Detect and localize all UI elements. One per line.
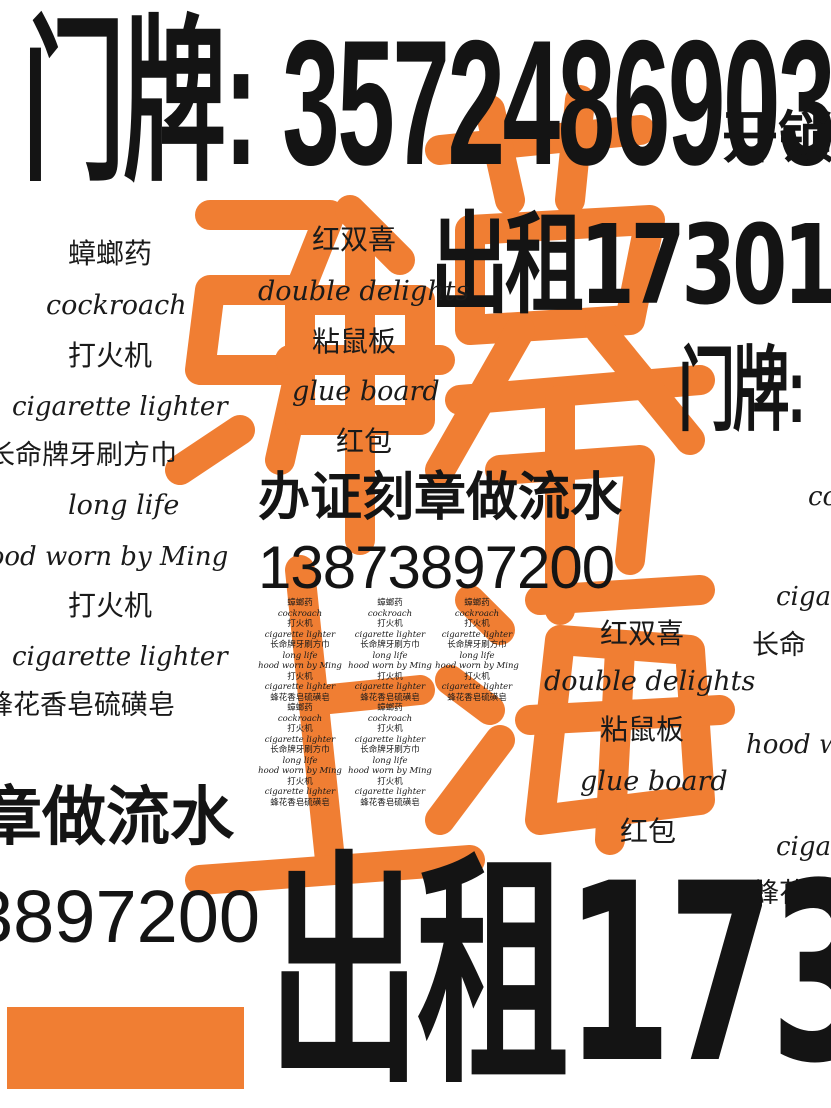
menpai-top-headline: 门牌: 3572486903 bbox=[22, 3, 831, 202]
list-left-item: 打火机 bbox=[68, 589, 153, 622]
list-right-item: 红双喜 bbox=[600, 617, 685, 650]
mini-list-column: 蟑螂药 cockroach 打火机 cigarette lighter 长命牌牙刷方巾… bbox=[258, 598, 342, 808]
list-left-item: cigarette lighter bbox=[12, 392, 228, 422]
orange-bar bbox=[7, 1007, 244, 1089]
list-middle-item: 红包 bbox=[336, 425, 393, 458]
list-right-item: 粘鼠板 bbox=[600, 713, 685, 746]
phone-bottom-headline: 3897200 bbox=[0, 875, 261, 958]
list-far-right-item: 长命 bbox=[752, 630, 806, 661]
list-left-item: cigarette lighter bbox=[12, 642, 228, 672]
banzheng-bottom-headline: 章做流水 bbox=[0, 780, 234, 855]
list-left-item: long life bbox=[68, 490, 180, 521]
mini-list-column: 蟑螂药 cockroach 打火机 cigarette lighter 长命牌牙刷方巾… bbox=[435, 598, 519, 703]
list-left-item: 蜂花香皂硫磺皂 bbox=[0, 690, 175, 721]
list-far-right-item: ciga bbox=[776, 832, 831, 862]
chuzu-top-headline: 出租1730115 bbox=[430, 201, 831, 329]
list-right-item: double delights bbox=[544, 666, 756, 697]
list-far-right-item: 蜂花 bbox=[752, 878, 806, 909]
banzheng-headline: 办证刻章做流水 bbox=[258, 467, 623, 528]
list-middle-item: glue board bbox=[292, 376, 440, 407]
list-far-right-item: co bbox=[808, 482, 831, 512]
list-middle-item: 粘鼠板 bbox=[312, 325, 397, 358]
list-right-item: glue board bbox=[580, 766, 728, 797]
chuzu-bottom-headline: 出租1730 bbox=[268, 832, 831, 1108]
mini-list-column: 蟑螂药 cockroach 打火机 cigarette lighter 长命牌牙刷方巾… bbox=[348, 598, 432, 808]
list-right-item: 红包 bbox=[620, 815, 677, 848]
list-far-right-item: hood w bbox=[746, 730, 831, 760]
list-left-item: cockroach bbox=[46, 290, 187, 321]
list-left-item: 打火机 bbox=[68, 339, 153, 372]
list-middle-item: 红双喜 bbox=[312, 223, 397, 256]
list-left-item: 长命牌牙刷方巾 bbox=[0, 440, 177, 471]
menpai-right-headline: 门牌: bbox=[678, 340, 806, 442]
list-left-item: hood worn by Ming bbox=[0, 542, 229, 572]
list-left-item: 蟑螂药 bbox=[68, 237, 153, 270]
kaisuo-text: 开锁 bbox=[722, 105, 831, 171]
phone-headline: 13873897200 bbox=[258, 534, 615, 601]
list-middle-item: double delights bbox=[258, 276, 470, 307]
list-far-right-item: ciga bbox=[776, 582, 831, 612]
